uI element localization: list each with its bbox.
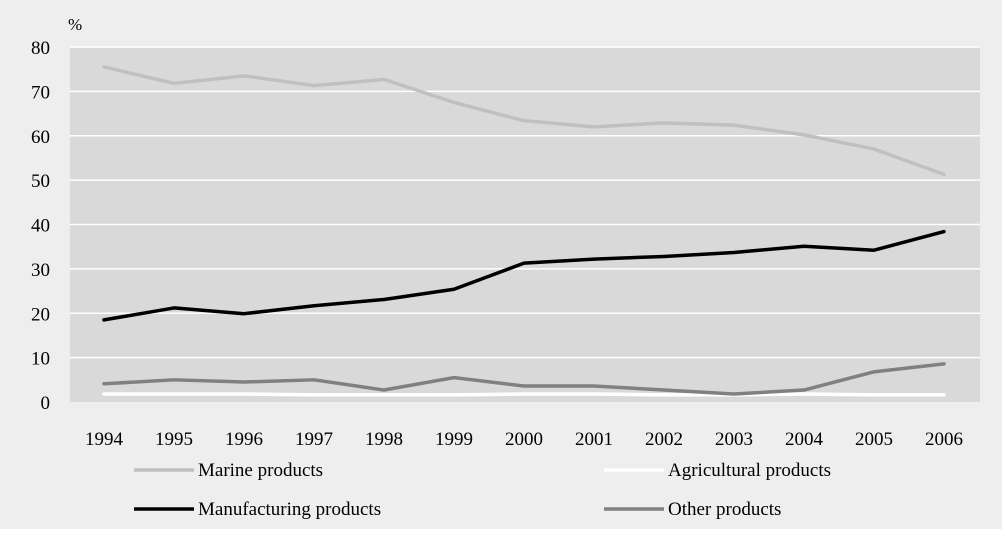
legend: Marine products Agricultural products Manu… — [134, 460, 831, 520]
y-axis-ticks: 0 10 20 30 40 50 60 70 80 — [31, 38, 50, 414]
legend-label: Agricultural products — [668, 460, 831, 481]
y-axis-unit-label: % — [68, 15, 82, 34]
y-tick-label: 40 — [31, 216, 50, 237]
y-tick-label: 0 — [41, 393, 51, 414]
x-tick-label: 2000 — [505, 429, 543, 450]
x-tick-label: 2001 — [575, 429, 613, 450]
x-axis-ticks: 1994 1995 1996 1997 1998 1999 2000 2001 2002 2003… — [85, 429, 963, 450]
x-tick-label: 1999 — [435, 429, 473, 450]
x-tick-label: 1998 — [365, 429, 403, 450]
y-tick-label: 60 — [31, 127, 50, 148]
x-tick-label: 2005 — [855, 429, 893, 450]
legend-item: Agricultural products — [604, 460, 831, 481]
x-tick-label: 2003 — [715, 429, 753, 450]
x-tick-label: 2004 — [785, 429, 824, 450]
legend-item: Marine products — [134, 460, 323, 481]
x-tick-label: 1996 — [225, 429, 263, 450]
legend-item: Other products — [604, 499, 781, 520]
series-line-manufacturing-products — [102, 229, 946, 322]
series-lines — [102, 65, 946, 397]
y-tick-label: 50 — [31, 171, 50, 192]
y-tick-label: 10 — [31, 349, 50, 370]
y-tick-label: 30 — [31, 260, 50, 281]
x-tick-label: 1997 — [295, 429, 333, 450]
legend-item: Manufacturing products — [134, 499, 381, 520]
legend-label: Manufacturing products — [198, 499, 381, 520]
series-line-marine-products — [102, 65, 946, 177]
x-tick-label: 1994 — [85, 429, 124, 450]
y-tick-label: 70 — [31, 82, 50, 103]
series-line-other-products — [102, 362, 946, 396]
y-tick-label: 20 — [31, 304, 50, 325]
x-tick-label: 2006 — [925, 429, 963, 450]
x-tick-label: 1995 — [155, 429, 193, 450]
x-tick-label: 2002 — [645, 429, 683, 450]
y-tick-label: 80 — [31, 38, 50, 59]
legend-label: Marine products — [198, 460, 323, 481]
series-line-agricultural-products — [102, 392, 946, 397]
legend-label: Other products — [668, 499, 781, 520]
